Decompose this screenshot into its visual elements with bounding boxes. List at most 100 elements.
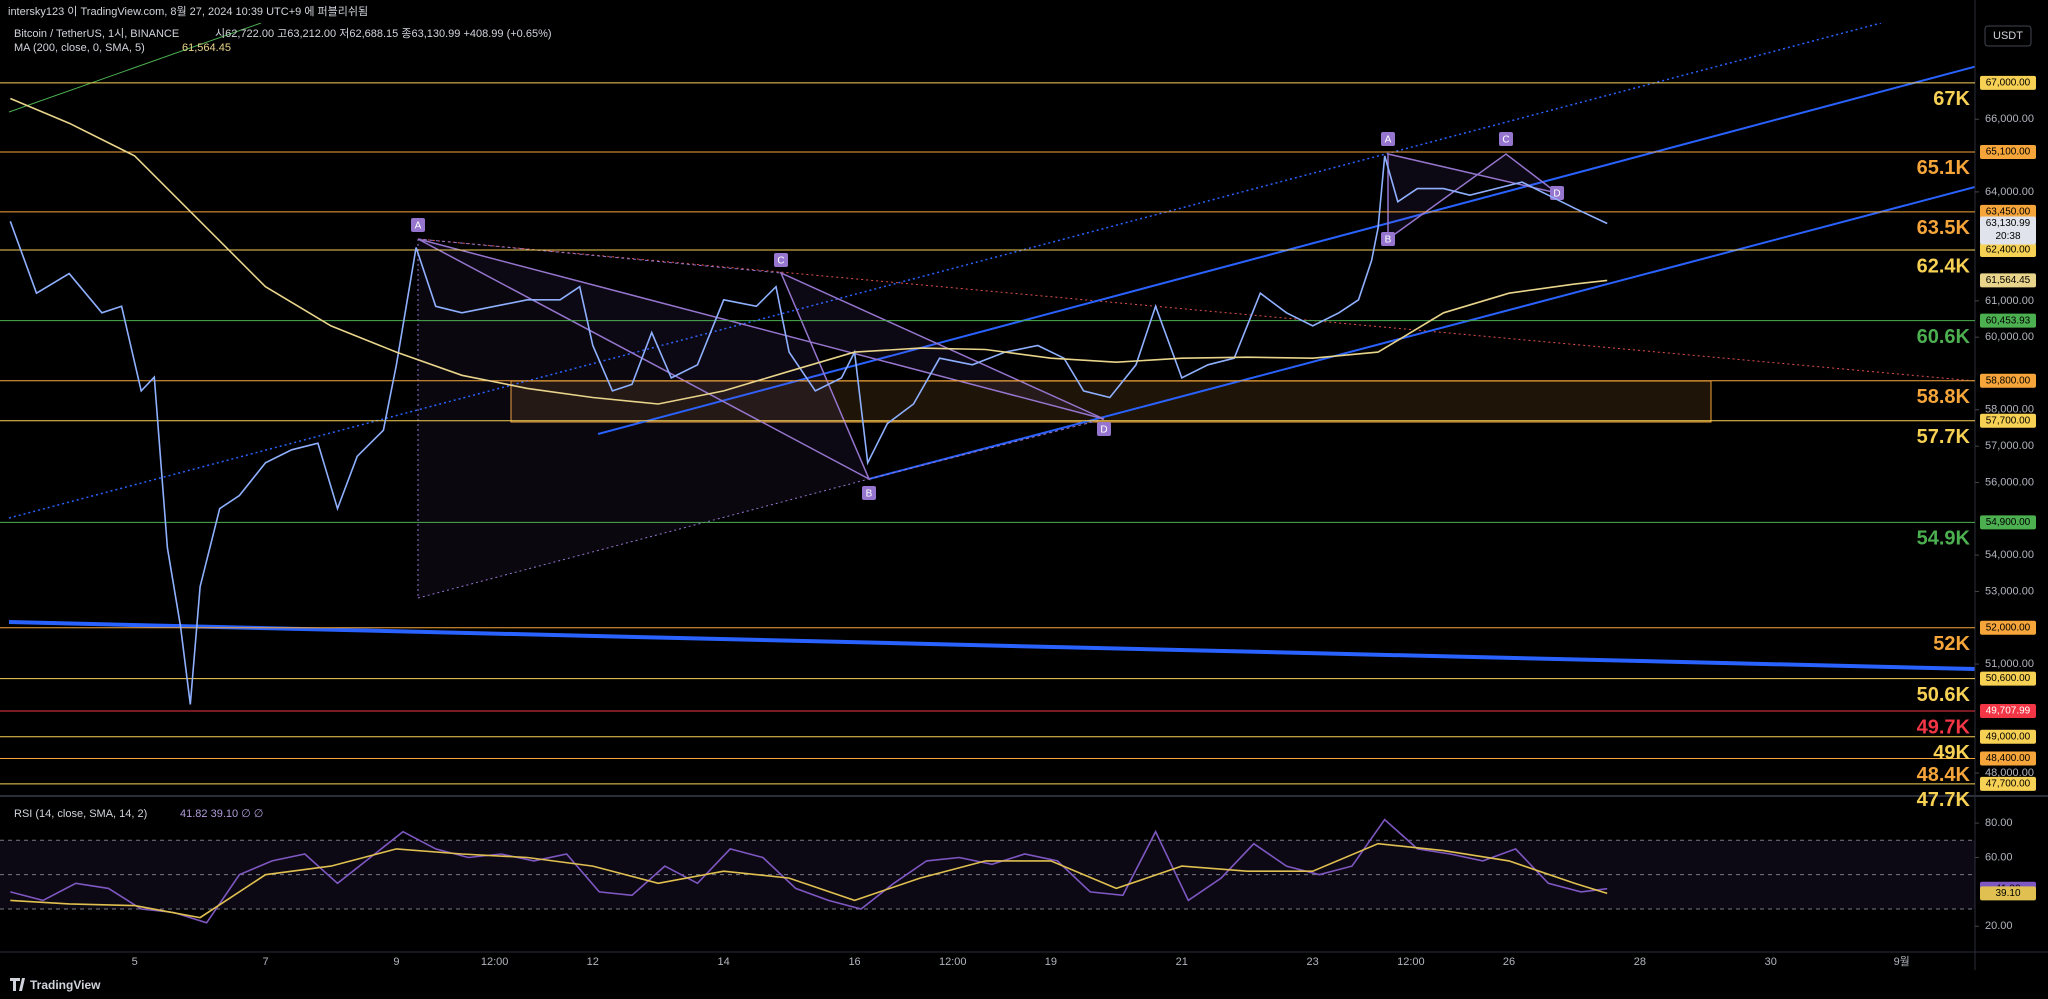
- harmonic-pattern: [1387, 153, 1558, 241]
- label-box: [1381, 232, 1395, 246]
- triangle-fill: [418, 239, 869, 598]
- level-name: 52K: [1933, 633, 1970, 655]
- footer: [0, 972, 2048, 999]
- channel-line: [868, 186, 1975, 480]
- x-tick-label: 7: [262, 956, 268, 968]
- label-box: [1097, 422, 1111, 436]
- level-name: 67K: [1933, 88, 1970, 110]
- level-axis-label: 57,700.00: [1986, 415, 2031, 426]
- pattern-label: A: [415, 221, 422, 232]
- pattern-label: B: [866, 489, 873, 500]
- publisher: intersky123 이 TradingView.com, 8월 27, 20…: [8, 5, 368, 18]
- x-tick-label: 21: [1176, 956, 1188, 968]
- level-axis-label: 58,800.00: [1986, 375, 2031, 386]
- last-value-label: 61,564.45: [1986, 275, 2031, 286]
- level-name: 65.1K: [1917, 157, 1971, 179]
- level-name: 54.9K: [1917, 528, 1971, 550]
- x-tick-label: 19: [1045, 956, 1057, 968]
- level-axis-box: [1980, 751, 2036, 766]
- x-tick-label: 12:00: [1397, 956, 1425, 968]
- level-axis-label: 49,000.00: [1986, 731, 2031, 742]
- x-tick-label: 9월: [1894, 955, 1910, 968]
- pattern-label: C: [777, 256, 784, 267]
- y-tick-label: 51,000.00: [1985, 658, 2034, 670]
- level-axis-label: 65,100.00: [1986, 147, 2031, 158]
- brand: TradingView: [30, 978, 101, 992]
- x-tick-label: 12:00: [481, 956, 509, 968]
- x-tick-label: 23: [1307, 956, 1319, 968]
- currency[interactable]: USDT: [1993, 30, 2023, 42]
- y-tick-label: 57,000.00: [1985, 440, 2034, 452]
- level-axis-box: [1980, 373, 2036, 388]
- level-axis-label: 48,400.00: [1986, 753, 2031, 764]
- ohlc: 시62,722.00 고63,212.00 저62,688.15 종63,130…: [215, 27, 552, 40]
- y-tick-label: 48,000.00: [1985, 767, 2034, 779]
- ma-legend: MA (200, close, 0, SMA, 5): [14, 42, 145, 54]
- y-tick-label: 61,000.00: [1985, 295, 2034, 307]
- level-axis-label: 62,400.00: [1986, 245, 2031, 256]
- level-axis-label: 67,000.00: [1986, 78, 2031, 89]
- last-value-label: 39.10: [1995, 888, 2020, 899]
- level-axis-label: 63,450.00: [1986, 207, 2031, 218]
- level-name: 50.6K: [1917, 684, 1971, 706]
- pattern-label: B: [1385, 235, 1392, 246]
- channel-line: [597, 65, 1975, 435]
- countdown: 20:38: [1995, 231, 2020, 242]
- x-tick-label: 26: [1503, 956, 1515, 968]
- label-box: [1550, 186, 1564, 200]
- y-tick-label: 60,000.00: [1985, 331, 2034, 343]
- level-axis-label: 60,453.93: [1986, 315, 2031, 326]
- level-name: 57.7K: [1917, 426, 1971, 448]
- x-tick-label: 16: [848, 956, 860, 968]
- y-tick-label: 58,000.00: [1985, 404, 2034, 416]
- pattern-label: A: [1385, 135, 1392, 146]
- level-name: 47.7K: [1917, 789, 1971, 811]
- y-tick-label: 56,000.00: [1985, 476, 2034, 488]
- rsi-legend: RSI (14, close, SMA, 14, 2): [14, 808, 147, 820]
- x-tick-label: 5: [132, 956, 138, 968]
- x-tick-label: 12:00: [939, 956, 967, 968]
- pattern-label: C: [1502, 135, 1509, 146]
- drawings: [8, 23, 1975, 671]
- x-tick-label: 30: [1765, 956, 1777, 968]
- trend-line: [417, 238, 1975, 382]
- currency-box[interactable]: [1984, 25, 2032, 47]
- level-axis-box: [1980, 703, 2036, 718]
- level-axis-box: [1980, 204, 2036, 219]
- last-value-box: [1980, 886, 2036, 901]
- level-axis-box: [1980, 413, 2036, 428]
- trend-line: [8, 23, 262, 113]
- last-value-label: 63,130.99: [1986, 218, 2031, 229]
- brand-logo: [10, 978, 25, 991]
- pattern-label: D: [1100, 425, 1107, 436]
- pattern-labels: A B C D A B C D: [411, 132, 1564, 500]
- y-tick-label: 66,000.00: [1985, 113, 2034, 125]
- level-name: 58.8K: [1917, 386, 1971, 408]
- level-axis-box: [1980, 671, 2036, 686]
- level-axis-box: [1980, 313, 2036, 328]
- level-name: 48.4K: [1917, 764, 1971, 786]
- series-line: [10, 842, 1608, 919]
- series-line: [9, 97, 1608, 405]
- x-tick-label: 12: [587, 956, 599, 968]
- x-tick-label: 28: [1634, 956, 1646, 968]
- level-axis-label: 47,700.00: [1986, 779, 2031, 790]
- series-line: [10, 818, 1608, 924]
- level-axis-box: [1980, 515, 2036, 530]
- level-name: 60.6K: [1917, 326, 1971, 348]
- ma-legend-value: 61,564.45: [182, 42, 231, 54]
- level-axis-box: [1980, 144, 2036, 159]
- rsi-legend-values: 41.82 39.10 ∅ ∅: [180, 808, 263, 820]
- level-axis-box: [1980, 243, 2036, 258]
- pattern-line: [417, 238, 782, 274]
- series-line: [9, 155, 1608, 705]
- level-name: 63.5K: [1917, 217, 1971, 239]
- level-name: 49.7K: [1917, 716, 1971, 738]
- label-box: [774, 253, 788, 267]
- last-value-box: [1980, 216, 2036, 245]
- x-tick-label: 14: [718, 956, 730, 968]
- support-line: [8, 620, 1975, 671]
- level-axis-box: [1980, 75, 2036, 90]
- level-axis-box: [1980, 729, 2036, 744]
- level-axis-label: 50,600.00: [1986, 673, 2031, 684]
